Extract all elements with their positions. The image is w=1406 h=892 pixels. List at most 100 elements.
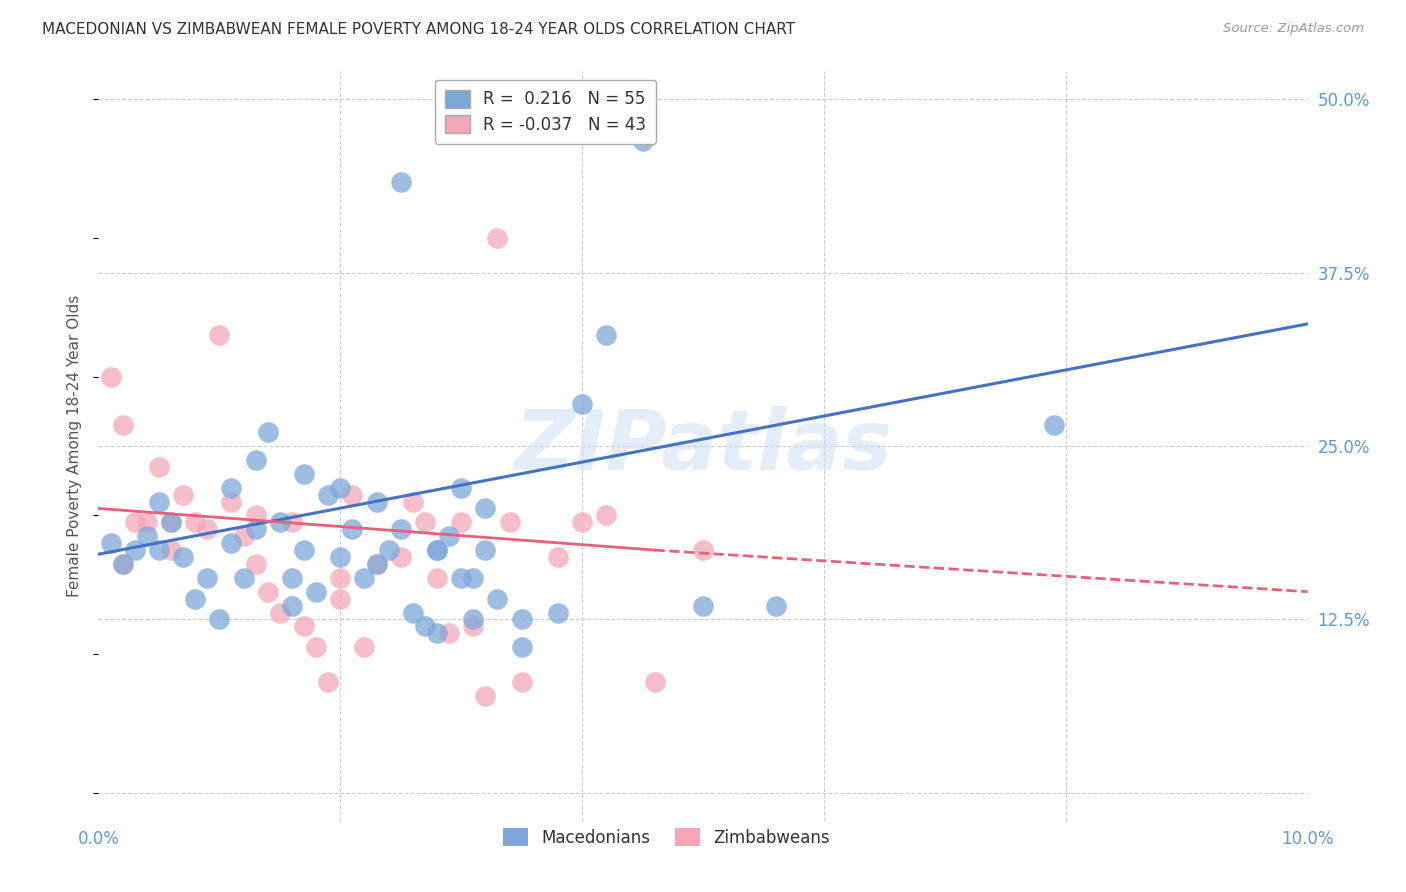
Point [389, 549, 412, 564]
Point [281, 516, 304, 530]
Point [366, 557, 388, 571]
Point [413, 516, 436, 530]
Point [765, 599, 787, 613]
Point [245, 557, 267, 571]
Point [510, 612, 533, 626]
Point [450, 516, 472, 530]
Point [342, 522, 364, 536]
Point [692, 599, 714, 613]
Point [510, 640, 533, 655]
Point [353, 640, 375, 655]
Point [148, 543, 170, 558]
Point [221, 536, 243, 550]
Point [316, 487, 339, 501]
Point [547, 549, 569, 564]
Point [437, 529, 460, 543]
Point [160, 516, 183, 530]
Legend: Macedonians, Zimbabweans: Macedonians, Zimbabweans [496, 822, 837, 854]
Point [486, 591, 509, 606]
Point [413, 619, 436, 633]
Point [329, 591, 352, 606]
Point [547, 606, 569, 620]
Point [124, 516, 146, 530]
Point [135, 529, 157, 543]
Point [245, 522, 267, 536]
Point [292, 543, 315, 558]
Point [342, 487, 364, 501]
Point [474, 543, 496, 558]
Point [474, 689, 496, 703]
Point [184, 516, 207, 530]
Point [305, 584, 328, 599]
Point [124, 543, 146, 558]
Point [160, 516, 183, 530]
Point [292, 619, 315, 633]
Point [463, 612, 485, 626]
Point [329, 571, 352, 585]
Text: Source: ZipAtlas.com: Source: ZipAtlas.com [1223, 22, 1364, 36]
Point [208, 612, 231, 626]
Point [111, 557, 134, 571]
Point [221, 481, 243, 495]
Point [353, 571, 375, 585]
Point [316, 674, 339, 689]
Point [195, 571, 218, 585]
Point [195, 522, 218, 536]
Point [426, 543, 449, 558]
Point [100, 536, 122, 550]
Point [450, 571, 472, 585]
Point [389, 522, 412, 536]
Point [474, 501, 496, 516]
Point [644, 674, 666, 689]
Point [148, 459, 170, 474]
Point [595, 328, 617, 343]
Point [160, 543, 183, 558]
Point [100, 369, 122, 384]
Point [221, 494, 243, 508]
Point [245, 508, 267, 523]
Point [402, 494, 425, 508]
Point [377, 543, 399, 558]
Point [463, 619, 485, 633]
Text: ZIPatlas: ZIPatlas [515, 406, 891, 486]
Point [486, 231, 509, 245]
Point [426, 543, 449, 558]
Point [135, 516, 157, 530]
Point [571, 516, 593, 530]
Point [232, 571, 254, 585]
Point [232, 529, 254, 543]
Point [389, 175, 412, 189]
Point [426, 626, 449, 640]
Point [148, 494, 170, 508]
Point [366, 557, 388, 571]
Point [184, 591, 207, 606]
Text: MACEDONIAN VS ZIMBABWEAN FEMALE POVERTY AMONG 18-24 YEAR OLDS CORRELATION CHART: MACEDONIAN VS ZIMBABWEAN FEMALE POVERTY … [42, 22, 796, 37]
Point [571, 397, 593, 411]
Point [498, 516, 520, 530]
Point [595, 508, 617, 523]
Point [463, 571, 485, 585]
Point [111, 418, 134, 433]
Point [437, 626, 460, 640]
Point [172, 549, 194, 564]
Point [281, 571, 304, 585]
Point [269, 516, 291, 530]
Point [245, 453, 267, 467]
Y-axis label: Female Poverty Among 18-24 Year Olds: Female Poverty Among 18-24 Year Olds [67, 295, 83, 597]
Point [329, 549, 352, 564]
Point [692, 543, 714, 558]
Point [510, 674, 533, 689]
Point [329, 481, 352, 495]
Point [631, 134, 654, 148]
Point [281, 599, 304, 613]
Point [366, 494, 388, 508]
Point [256, 425, 278, 439]
Point [450, 481, 472, 495]
Point [172, 487, 194, 501]
Point [426, 571, 449, 585]
Point [269, 606, 291, 620]
Point [1042, 418, 1064, 433]
Point [208, 328, 231, 343]
Point [292, 467, 315, 481]
Point [111, 557, 134, 571]
